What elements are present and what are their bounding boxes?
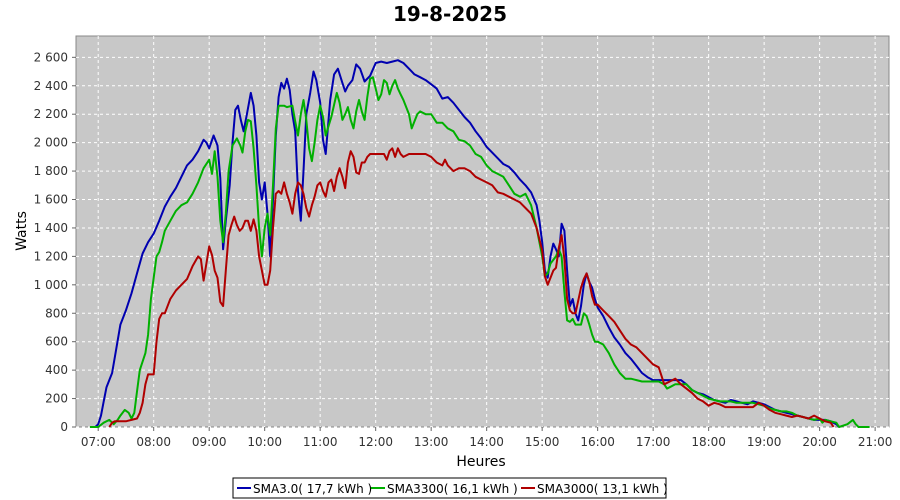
x-tick-label: 21:00: [858, 435, 893, 449]
y-tick-label: 600: [45, 335, 68, 349]
y-tick-label: 400: [45, 363, 68, 377]
x-axis-label: Heures: [456, 454, 505, 470]
plot-area: [75, 35, 890, 428]
y-tick-label: 800: [45, 306, 68, 320]
y-tick-label: 1 800: [34, 164, 68, 178]
x-tick-label: 10:00: [247, 435, 282, 449]
series-line-3: [108, 147, 835, 428]
series-lines: [89, 59, 870, 428]
x-tick-label: 15:00: [525, 435, 560, 449]
y-tick-label: 1 200: [34, 249, 68, 263]
x-tick-label: 13:00: [414, 435, 449, 449]
x-tick-label: 18:00: [691, 435, 726, 449]
y-tick-label: 0: [60, 420, 68, 434]
x-tick-label: 11:00: [303, 435, 338, 449]
y-tick-label: 1 400: [34, 221, 68, 235]
x-tick-label: 12:00: [358, 435, 393, 449]
y-tick-label: 1 600: [34, 193, 68, 207]
legend-label-1: SMA3.0( 17,7 kWh ): [253, 482, 372, 496]
legend-label-2: SMA3300( 16,1 kWh ): [387, 482, 518, 496]
x-tick-label: 19:00: [747, 435, 782, 449]
legend: SMA3.0( 17,7 kWh ) SMA3300( 16,1 kWh ) SMA…: [232, 477, 668, 499]
x-tick-label: 14:00: [469, 435, 504, 449]
y-tick-label: 2 200: [34, 107, 68, 121]
x-tick-label: 07:00: [81, 435, 116, 449]
y-tick-label: 2 400: [34, 79, 68, 93]
y-tick-label: 1 000: [34, 278, 68, 292]
y-axis-label: Watts: [14, 211, 30, 251]
y-tick-label: 2 600: [34, 50, 68, 64]
x-tick-label: 09:00: [192, 435, 227, 449]
y-tick-label: 2 000: [34, 136, 68, 150]
y-tick-label: 200: [45, 392, 68, 406]
x-tick-label: 08:00: [136, 435, 171, 449]
x-tick-label: 17:00: [636, 435, 671, 449]
axis-ticks: 0 200 400 600 800 1 000 1 200 1 400 1 600 1 800 2 …: [34, 50, 893, 449]
chart-title: 19-8-2025: [393, 2, 507, 26]
grid: [76, 36, 889, 428]
legend-label-3: SMA3000( 13,1 kWh ): [537, 482, 668, 496]
x-tick-label: 16:00: [580, 435, 615, 449]
series-line-2: [89, 76, 870, 428]
legend-box: [232, 477, 667, 499]
x-tick-label: 20:00: [802, 435, 837, 449]
